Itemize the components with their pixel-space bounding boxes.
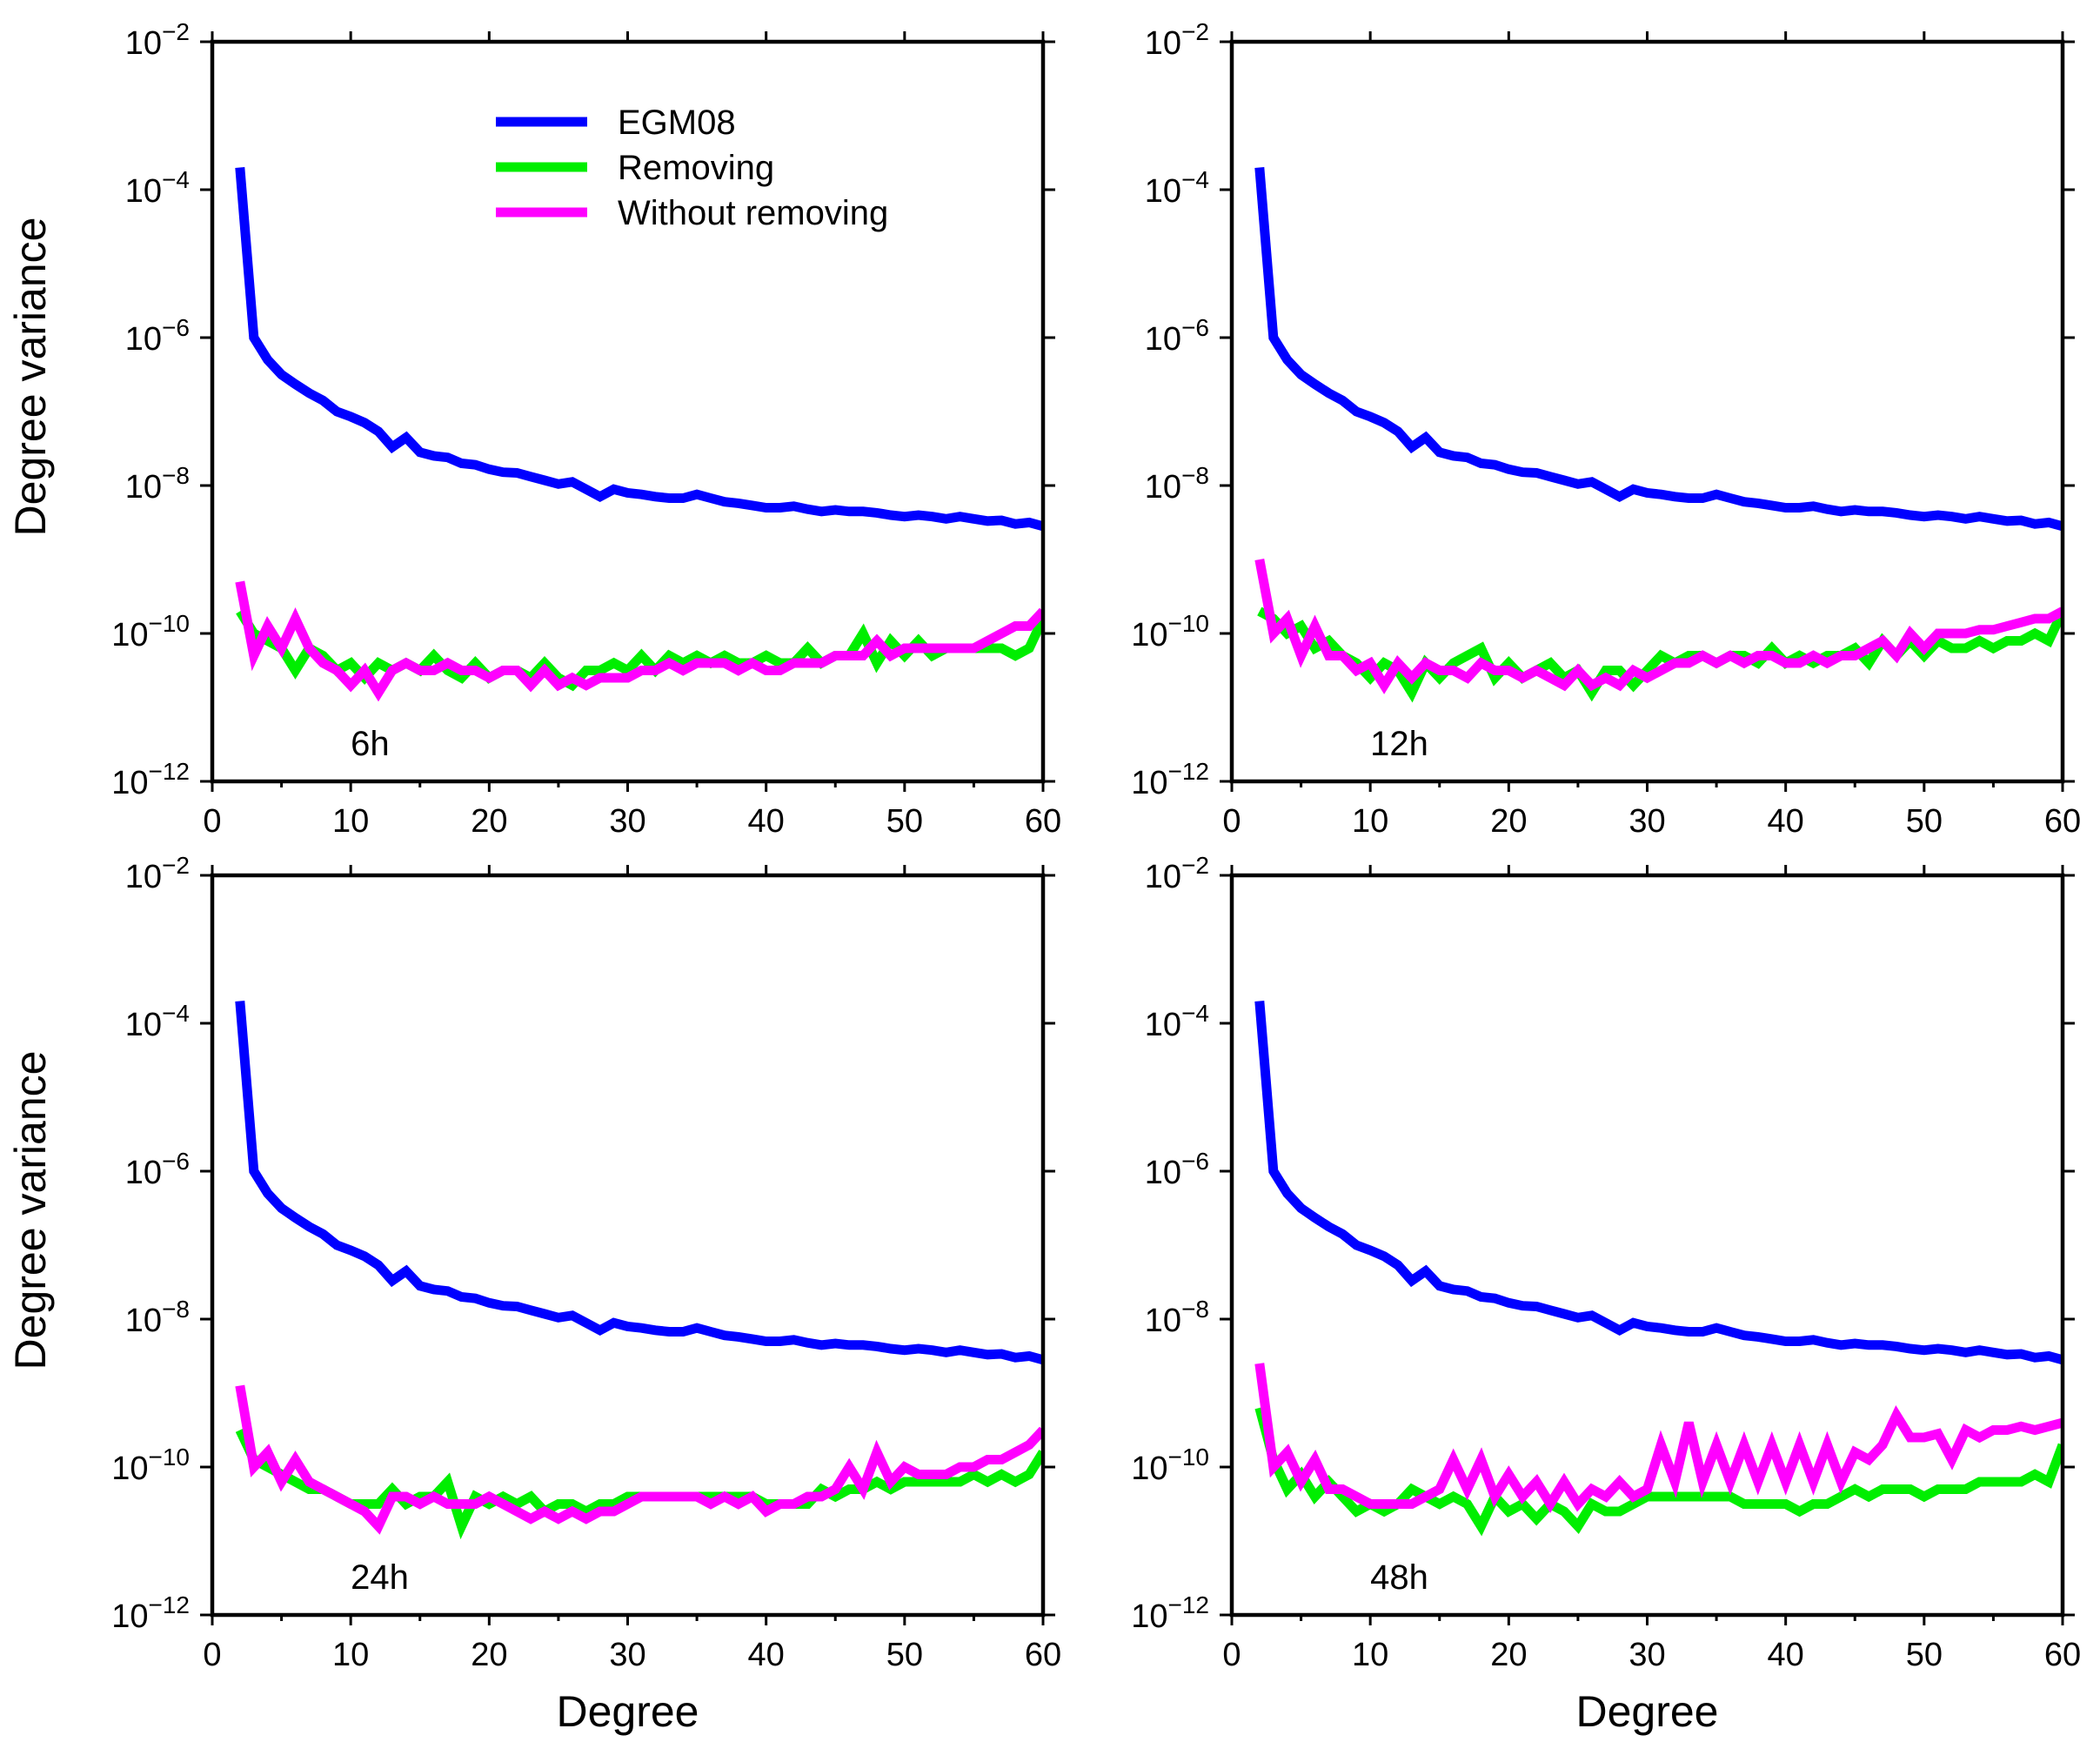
y-tick-label: 10−8 xyxy=(125,1296,190,1339)
y-tick-label: 10−10 xyxy=(1131,610,1209,653)
y-tick-label: 10−10 xyxy=(111,1444,190,1487)
series-egm08 xyxy=(235,167,1043,532)
series-without-removing xyxy=(235,580,1043,702)
x-tick-label: 60 xyxy=(2044,1637,2081,1673)
y-tick-label: 10−2 xyxy=(1145,18,1209,62)
y-tick-label: 10−6 xyxy=(125,314,190,358)
x-tick-label: 60 xyxy=(1025,1637,1061,1673)
y-tick-label: 10−12 xyxy=(111,758,190,801)
y-tick-label: 10−10 xyxy=(111,610,190,653)
y-axis-label: Degree variance xyxy=(6,1051,55,1370)
x-axis-label: Degree xyxy=(557,1687,699,1736)
panel-label: 12h xyxy=(1370,725,1428,763)
x-tick-label: 40 xyxy=(748,803,785,840)
x-tick-label: 20 xyxy=(471,1637,507,1673)
x-tick-label: 10 xyxy=(332,803,369,840)
y-tick-label: 10−12 xyxy=(1131,1591,1209,1635)
y-tick-label: 10−8 xyxy=(1145,1296,1209,1339)
y-tick-label: 10−2 xyxy=(125,18,190,62)
x-tick-label: 10 xyxy=(1352,1637,1388,1673)
x-tick-label: 50 xyxy=(886,1637,923,1673)
x-tick-label: 50 xyxy=(1906,803,1943,840)
x-tick-label: 10 xyxy=(332,1637,369,1673)
x-tick-label: 0 xyxy=(203,803,221,840)
legend-label: EGM08 xyxy=(618,104,736,142)
y-tick-label: 10−12 xyxy=(111,1591,190,1635)
y-tick-label: 10−10 xyxy=(1131,1444,1209,1487)
series-without-removing xyxy=(1254,558,2063,694)
x-tick-label: 30 xyxy=(609,1637,645,1673)
panel-label: 48h xyxy=(1370,1558,1428,1597)
panel-6h: 0 10 20 30 40 50 60 10−2 10−4 10−6 10−8 10−10 10−12 6… xyxy=(6,18,1061,840)
y-tick-label: 10−4 xyxy=(1145,166,1209,210)
x-tick-label: 0 xyxy=(203,1637,221,1673)
y-tick-label: 10−8 xyxy=(125,462,190,506)
x-tick-label: 60 xyxy=(2044,803,2081,840)
series-egm08 xyxy=(1254,1001,2063,1365)
x-tick-label: 0 xyxy=(1222,803,1241,840)
y-tick-label: 10−12 xyxy=(1131,758,1209,801)
y-tick-label: 10−4 xyxy=(125,1000,190,1043)
series-egm08 xyxy=(1254,167,2063,532)
x-tick-label: 10 xyxy=(1352,803,1388,840)
panel-24h: 0 10 20 30 40 50 60 10−2 10−4 10−6 10−8 10−10 10−12 2… xyxy=(6,852,1061,1736)
y-tick-label: 10−4 xyxy=(125,166,190,210)
y-tick-label: 10−4 xyxy=(1145,1000,1209,1043)
series-without-removing xyxy=(235,1384,1043,1535)
y-tick-label: 10−6 xyxy=(1145,1148,1209,1191)
y-tick-label: 10−2 xyxy=(1145,852,1209,895)
x-tick-label: 40 xyxy=(1768,803,1804,840)
panel-label: 6h xyxy=(351,725,390,763)
x-tick-label: 40 xyxy=(748,1637,785,1673)
panel-48h: 0 10 20 30 40 50 60 10−2 10−4 10−6 10−8 10−10 10−12 4… xyxy=(1131,852,2081,1736)
x-axis-label: Degree xyxy=(1576,1687,1719,1736)
x-tick-label: 30 xyxy=(609,803,645,840)
legend-label: Without removing xyxy=(618,194,888,232)
x-tick-label: 50 xyxy=(1906,1637,1943,1673)
x-tick-label: 20 xyxy=(1490,803,1527,840)
series-without-removing xyxy=(1254,1363,2063,1513)
y-tick-label: 10−2 xyxy=(125,852,190,895)
x-tick-label: 40 xyxy=(1768,1637,1804,1673)
legend: EGM08 Removing Without removing xyxy=(496,104,888,232)
series-egm08 xyxy=(235,1001,1043,1365)
x-tick-label: 20 xyxy=(1490,1637,1527,1673)
panel-label: 24h xyxy=(351,1558,409,1597)
panel-12h: 0 10 20 30 40 50 60 10−2 10−4 10−6 10−8 10−10 10−12 1… xyxy=(1131,18,2081,840)
x-tick-label: 20 xyxy=(471,803,507,840)
y-axis-label: Degree variance xyxy=(6,218,55,537)
y-tick-label: 10−6 xyxy=(125,1148,190,1191)
x-tick-label: 30 xyxy=(1629,1637,1665,1673)
x-tick-label: 50 xyxy=(886,803,923,840)
y-tick-label: 10−8 xyxy=(1145,462,1209,506)
y-tick-label: 10−6 xyxy=(1145,314,1209,358)
x-tick-label: 0 xyxy=(1222,1637,1241,1673)
x-tick-label: 60 xyxy=(1025,803,1061,840)
legend-label: Removing xyxy=(618,149,774,187)
x-tick-label: 30 xyxy=(1629,803,1665,840)
